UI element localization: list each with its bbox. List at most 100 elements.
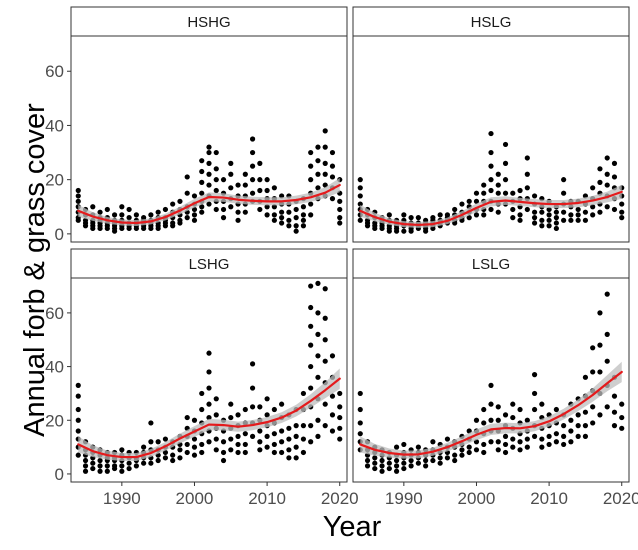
data-point-hslg-113 [524,185,530,191]
data-point-hslg-136 [561,177,567,183]
data-point-lshg-147 [286,436,292,442]
data-point-hshg-104 [206,201,212,207]
data-point-hslg-161 [597,209,603,215]
data-point-hslg-140 [561,217,567,223]
data-point-hshg-42 [126,215,132,221]
data-point-lshg-165 [308,385,314,391]
facet-plot-area-lslg [357,291,625,474]
facet-strip-lshg [70,248,348,279]
data-point-hshg-163 [293,206,299,213]
y-tick-label-lshg-0: 0 [55,465,64,484]
data-point-lshg-55 [148,460,154,466]
data-point-hslg-42 [415,215,421,221]
data-point-lslg-123 [553,406,559,413]
data-point-lslg-28 [393,463,400,469]
data-point-hslg-26 [386,228,392,234]
data-point-hslg-86 [488,149,494,156]
data-point-lslg-145 [590,369,596,375]
data-point-lshg-102 [220,439,227,445]
data-point-lslg-122 [546,441,552,448]
data-point-hslg-94 [495,190,501,196]
data-point-lshg-179 [322,337,328,343]
data-point-hshg-183 [322,128,328,134]
data-point-lslg-13 [372,455,378,461]
data-point-hshg-56 [148,212,154,218]
x-tick-label-lslg-2010: 2010 [530,489,568,508]
data-point-lshg-173 [315,374,321,380]
data-point-hslg-151 [582,209,589,215]
facet-label-hslg: HSLG [471,14,512,31]
data-point-hshg-65 [155,225,161,232]
data-point-hshg-41 [126,206,132,213]
data-point-hslg-163 [604,171,610,177]
data-point-lslg-95 [510,401,516,407]
data-point-lslg-96 [510,414,516,421]
y-tick-label-lshg-60: 60 [45,304,64,323]
data-point-lslg-24 [386,465,392,472]
data-point-lshg-46 [133,463,139,469]
data-point-hshg-193 [329,196,336,202]
data-point-lshg-114 [235,449,241,456]
data-point-lshg-81 [191,452,198,458]
data-point-lslg-29 [393,468,400,474]
data-point-lshg-172 [315,353,321,359]
data-point-lshg-162 [308,323,314,329]
data-point-lshg-146 [286,425,292,431]
data-point-hslg-166 [604,204,610,210]
data-point-lshg-167 [308,423,314,429]
data-point-lslg-53 [437,455,443,461]
data-point-lslg-23 [386,460,392,466]
facet-plot-area-hshg [75,128,343,234]
data-point-lslg-148 [590,420,596,426]
data-point-lshg-82 [199,390,205,397]
data-point-lshg-51 [148,420,154,426]
facet-strip-hslg [352,6,630,37]
data-point-lshg-59 [155,457,161,464]
data-point-hshg-131 [249,136,256,142]
data-point-hslg-128 [546,212,552,218]
data-point-hshg-146 [264,212,270,218]
data-point-hshg-198 [337,215,343,221]
data-point-lslg-142 [582,423,589,429]
x-tick-label-lslg-2000: 2000 [458,489,496,508]
data-point-lslg-108 [524,444,530,450]
data-point-lshg-129 [257,447,263,453]
confidence-band-hslg [360,184,622,228]
data-point-lshg-134 [264,444,270,450]
data-point-hshg-178 [315,144,321,150]
data-point-lslg-138 [575,433,581,439]
data-point-lshg-143 [279,439,285,445]
data-point-hslg-132 [553,209,559,215]
data-point-lshg-158 [300,436,307,442]
data-point-lslg-62 [452,457,458,464]
data-point-lshg-22 [97,463,103,469]
confidence-band-hshg [78,178,340,227]
data-point-lslg-65 [459,447,465,453]
data-point-lshg-75 [184,441,190,448]
data-point-lshg-144 [279,449,285,456]
data-point-lslg-88 [495,439,501,445]
data-point-hshg-173 [308,163,314,169]
data-point-hshg-177 [308,212,314,218]
data-point-hshg-99 [206,149,212,156]
data-point-lshg-164 [308,363,314,370]
data-point-hshg-174 [308,177,314,183]
data-point-lshg-140 [279,401,285,407]
data-point-lslg-118 [539,444,545,450]
facet-strip-lslg [352,248,630,279]
data-point-lshg-94 [206,439,212,445]
data-point-hshg-154 [279,209,285,215]
data-point-lshg-42 [126,465,132,472]
data-point-lslg-86 [495,417,501,423]
data-point-hslg-91 [488,206,494,213]
data-point-hshg-82 [184,190,190,196]
data-point-lshg-175 [315,417,321,423]
data-point-hslg-137 [561,190,567,196]
data-point-lslg-133 [568,428,574,434]
data-point-hslg-56 [437,212,443,218]
data-point-lshg-63 [162,455,169,461]
facet-plot-area-hslg [357,130,625,234]
data-point-lslg-66 [459,452,465,458]
data-point-hslg-148 [575,217,581,223]
data-point-hslg-99 [502,177,509,183]
